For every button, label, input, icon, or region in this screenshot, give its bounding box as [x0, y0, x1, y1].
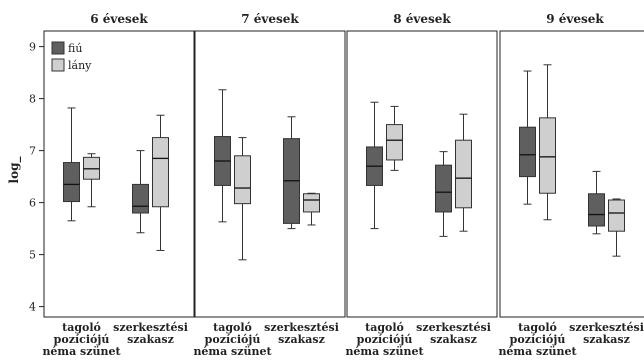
category-label-line: szakasz — [278, 333, 325, 346]
category-label-line: szerkesztési — [113, 321, 188, 334]
y-axis: 4 5 6 7 8 9 — [29, 41, 44, 314]
category-label-line: tagoló — [365, 321, 404, 334]
y-tick-label: 8 — [29, 93, 36, 106]
box-fiu — [132, 150, 149, 234]
y-tick-label: 9 — [29, 41, 36, 54]
box-lany — [152, 114, 169, 251]
box-fiu — [283, 116, 300, 230]
iqr-box — [303, 193, 320, 213]
category-label-line: tagoló — [213, 321, 252, 334]
legend-swatch — [51, 58, 65, 72]
category-label: szerkesztési szakasz — [264, 321, 339, 346]
iqr-box — [539, 117, 556, 194]
category-label: szerkesztési szakasz — [569, 321, 644, 346]
category-label-line: tagoló — [518, 321, 557, 334]
category-label-line: néma szünet — [345, 345, 424, 358]
iqr-box — [588, 193, 605, 227]
iqr-box — [435, 164, 452, 213]
iqr-box — [152, 137, 169, 208]
category-label-line: szakasz — [127, 333, 174, 346]
panel-title: 8 évesek — [393, 12, 451, 26]
legend-swatch — [51, 41, 65, 55]
category-label-line: néma szünet — [498, 345, 577, 358]
category-label-line: pozíciójú — [54, 333, 110, 346]
category-label: tagoló pozíciójú néma szünet — [193, 321, 272, 358]
box-lany — [539, 64, 556, 221]
iqr-box — [386, 124, 403, 161]
box-lany — [234, 137, 251, 261]
box-lany — [83, 153, 100, 208]
iqr-box — [455, 139, 472, 209]
box-fiu — [214, 89, 231, 223]
y-axis-label: log_ — [7, 157, 22, 184]
box-lany — [303, 192, 320, 226]
category-label: tagoló pozíciójú néma szünet — [345, 321, 424, 358]
category-label-line: néma szünet — [42, 345, 121, 358]
category-label-line: szerkesztési — [264, 321, 339, 334]
legend-label: lány — [68, 59, 92, 72]
category-label-line: szerkesztési — [569, 321, 644, 334]
category-label-line: szakasz — [583, 333, 630, 346]
panel-title: 7 évesek — [241, 12, 299, 26]
panel-frame — [43, 30, 195, 318]
category-label: szerkesztési szakasz — [416, 321, 491, 346]
panel-frame — [499, 30, 644, 318]
category-label: szerkesztési szakasz — [113, 321, 188, 346]
category-label-line: szerkesztési — [416, 321, 491, 334]
panel-frame — [194, 30, 346, 318]
panel-title: 9 évesek — [546, 12, 604, 26]
iqr-box — [132, 183, 149, 214]
legend-label: fiú — [68, 42, 82, 55]
category-label-line: tagoló — [62, 321, 101, 334]
box-lany — [386, 105, 403, 171]
y-tick-label: 5 — [29, 249, 36, 262]
iqr-box — [608, 199, 625, 232]
box-fiu — [63, 107, 80, 222]
y-tick-label: 7 — [29, 145, 36, 158]
category-label: tagoló pozíciójú néma szünet — [498, 321, 577, 358]
category-label-line: pozíciójú — [357, 333, 413, 346]
y-tick-label: 6 — [29, 197, 36, 210]
iqr-box — [63, 162, 80, 203]
iqr-box — [234, 155, 251, 205]
category-label-line: néma szünet — [193, 345, 272, 358]
box-fiu — [435, 151, 452, 237]
legend: fiú lány — [51, 41, 92, 72]
category-label-line: pozíciójú — [205, 333, 261, 346]
panel-frame — [346, 30, 498, 318]
box-lany — [455, 113, 472, 232]
box-fiu — [519, 70, 536, 205]
box-fiu — [588, 170, 605, 235]
iqr-box — [519, 126, 536, 178]
category-label: tagoló pozíciójú néma szünet — [42, 321, 121, 358]
box-fiu — [366, 101, 383, 230]
y-tick-label: 4 — [29, 301, 36, 314]
box-lany — [608, 198, 625, 257]
panel-title: 6 évesek — [90, 12, 148, 26]
category-label-line: szakasz — [430, 333, 477, 346]
category-label-line: pozíciójú — [510, 333, 566, 346]
